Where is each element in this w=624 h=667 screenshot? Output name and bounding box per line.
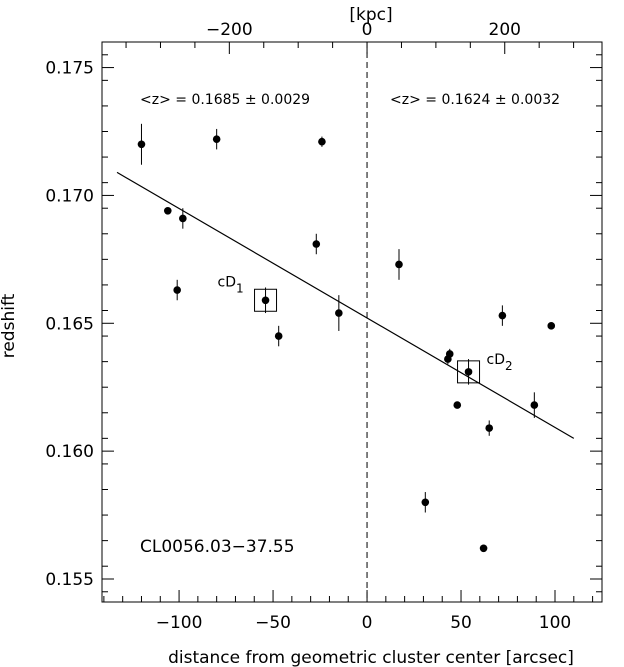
data-point (163, 206, 172, 215)
y-axis-title: redshift (0, 293, 19, 358)
data-point (453, 401, 462, 409)
x2-tick-label: 0 (362, 20, 373, 40)
cluster-name-label: CL0056.03−37.55 (140, 537, 295, 557)
data-point (479, 544, 488, 553)
y-tick-label: 0.165 (45, 314, 94, 334)
x-tick-label: 0 (362, 613, 373, 633)
data-points (137, 123, 556, 553)
data-point (395, 260, 403, 269)
cd-label-text: cD (218, 274, 236, 290)
data-point (485, 424, 494, 432)
x-tick-label: 50 (450, 613, 472, 633)
data-point (530, 401, 539, 409)
cd-box (457, 360, 481, 384)
x-tick-label: −50 (255, 613, 291, 633)
y-tick-label: 0.160 (45, 442, 94, 462)
y-tick-label: 0.155 (45, 570, 94, 590)
y-tick-label: 0.175 (45, 59, 94, 79)
x-tick-label: 100 (539, 613, 571, 633)
cd-label: cD1 (218, 274, 244, 295)
fit-line (116, 171, 575, 439)
data-point (445, 350, 454, 358)
right-mean-annotation: <z> = 0.1624 ± 0.0032 (390, 92, 560, 108)
plot-frame (101, 41, 603, 603)
cd-label: cD2 (487, 352, 513, 373)
data-point (547, 322, 556, 330)
y-tick-label: 0.170 (45, 186, 94, 206)
data-point (312, 240, 321, 248)
x-axis-title: distance from geometric cluster center [… (168, 648, 574, 667)
left-mean-annotation: <z> = 0.1685 ± 0.0029 (140, 92, 310, 108)
data-point (421, 498, 430, 507)
data-point (464, 368, 473, 376)
data-point (212, 135, 221, 143)
x2-tick-label: −200 (206, 20, 253, 40)
x2-axis-title: [kpc] (349, 5, 392, 25)
data-point (498, 311, 507, 320)
data-point (261, 296, 270, 305)
data-point (137, 140, 146, 149)
data-point (173, 286, 181, 294)
x-tick-label: −100 (156, 613, 203, 633)
data-point (318, 137, 326, 146)
cd-label-text: cD (487, 352, 505, 368)
cd-box (254, 288, 278, 312)
data-point (335, 309, 343, 317)
data-point (274, 332, 283, 340)
cd-label-subscript: 1 (236, 281, 244, 295)
data-point (179, 214, 187, 223)
axes: −100 −50 0 50 100 −200 0 200 0.155 0.160 0.165 0.17… (45, 20, 602, 633)
cd-label-subscript: 2 (505, 359, 513, 373)
x2-tick-label: 200 (489, 20, 521, 40)
